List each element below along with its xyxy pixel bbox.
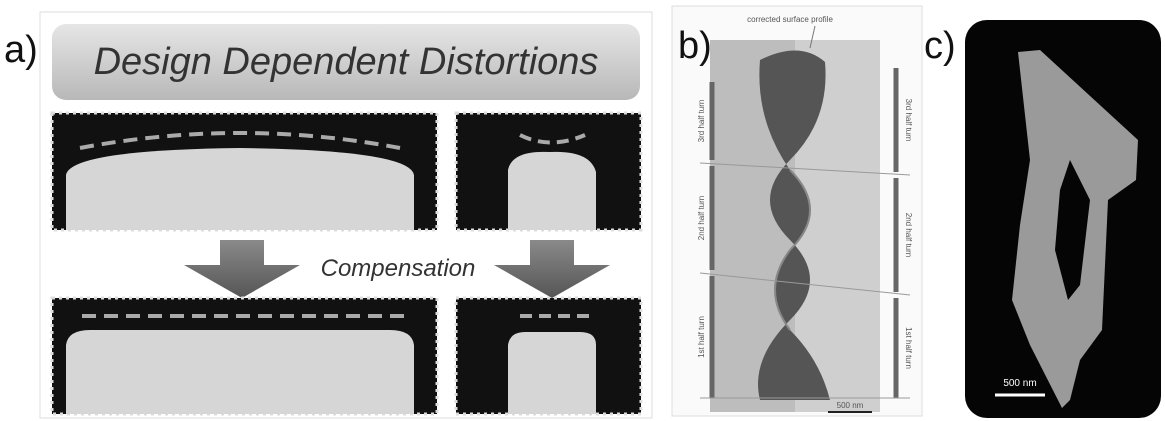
panel-title: Design Dependent Distortions (94, 41, 599, 83)
compensated-shape (66, 330, 414, 414)
panel-label: a) (4, 29, 38, 71)
segment-label: 3rd half turn (697, 100, 706, 143)
panel-a: a) Design Dependent Distortions Compensa… (4, 12, 652, 418)
panel-c: c) 500 nm (924, 20, 1161, 418)
compensated-shape (508, 332, 596, 414)
segment-label: 3rd half turn (904, 99, 913, 142)
scale-bar-label: 500 nm (837, 401, 864, 410)
panel-label: c) (924, 25, 956, 67)
figure: a) Design Dependent Distortions Compensa… (0, 0, 1165, 421)
segment-label: 1st half turn (904, 327, 913, 369)
segment-label: 1st half turn (697, 316, 706, 358)
segment-label: 2nd half turn (904, 213, 913, 257)
panel-b: b) corrected surface profile 3rd half tu… (672, 6, 922, 416)
segment-label: 2nd half turn (697, 196, 706, 240)
arrow-label: Compensation (321, 255, 476, 282)
distorted-shape (66, 148, 414, 230)
distorted-shape (508, 152, 596, 230)
scale-bar-label: 500 nm (1003, 378, 1036, 389)
panel-label: b) (678, 25, 712, 67)
annotation: corrected surface profile (747, 15, 833, 24)
